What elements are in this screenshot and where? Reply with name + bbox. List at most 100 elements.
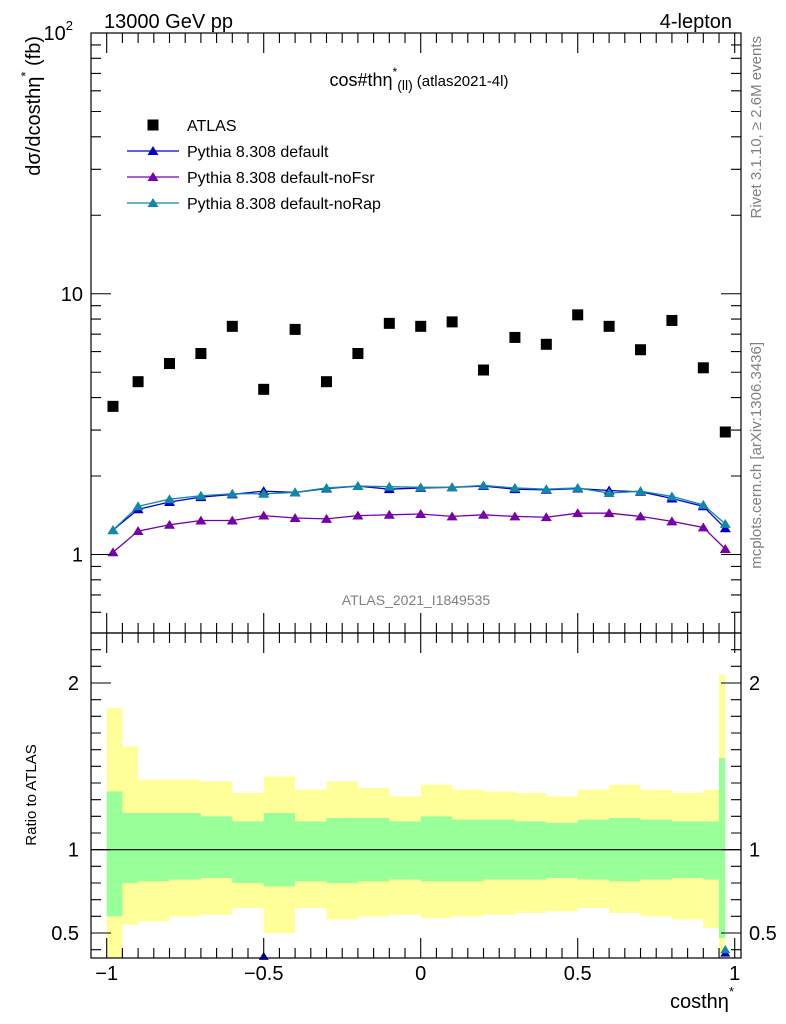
legend-item-2: Pythia 8.308 default-noFsr [127,170,375,187]
atlas-point-5 [258,383,270,395]
ylabel-tail: (fb) [23,36,45,72]
atlas-point-13 [509,331,521,343]
ratio-green-band [106,758,726,938]
title-sup: * [393,65,398,79]
ylabel-main: dσ/dcosthη [23,77,45,176]
series-3-point-20 [719,518,731,528]
legend-marker-2 [147,172,159,181]
atlas-point-2 [164,358,176,370]
series-3-point-15 [572,482,584,492]
series-2-point-12 [478,509,490,519]
series-3-point-4 [226,488,238,498]
x-axis-label: costhη* [670,984,734,1013]
xlabel-main: costhη [670,991,729,1013]
ratio-y-tick-label-right-0: 0.5 [749,923,777,945]
series-2-point-1 [132,526,144,536]
ratio-y-tick-label-left-1: 1 [68,840,79,862]
title-main: cos#thη [330,70,393,90]
ratio-ylabel: Ratio to ATLAS [23,744,40,845]
series-3-point-16 [603,488,615,498]
series-0 [107,309,731,438]
tick-labels: 1 10 102 0.5 0.5 1 1 2 2 −1 −0.5 0 0.5 1 [44,18,777,985]
series-2-point-9 [383,509,395,519]
x-tick-label-1: −0.5 [244,963,283,985]
legend: ATLAS Pythia 8.308 default Pythia 8.308 de… [127,118,381,213]
series-2-point-19 [697,522,709,532]
atlas-point-15 [572,309,584,321]
series-3-point-2 [164,494,176,504]
atlas-point-10 [415,320,427,332]
series-2-point-15 [572,508,584,518]
ticks [91,32,741,958]
atlas-point-17 [635,344,647,356]
ratio-y-tick-label-right-2: 2 [749,673,760,695]
series-2-point-16 [603,508,615,518]
series-2-point-13 [509,511,521,521]
series-3-point-10 [415,482,427,492]
atlas-point-11 [446,316,458,328]
series-2-point-14 [540,512,552,522]
main-title: cos#thη*(ll) (atlas2021-4l) [330,65,509,93]
series-2-point-6 [289,513,301,522]
series-2-point-17 [635,511,647,521]
series-3-point-13 [509,482,521,492]
series-3-point-3 [195,490,207,500]
atlas-point-4 [226,320,238,332]
atlas-point-18 [666,314,678,326]
title-sub: (ll) [397,77,413,93]
series-3-point-6 [289,487,301,497]
atlas-point-1 [132,376,144,388]
atlas-point-3 [195,348,207,360]
legend-marker-0 [147,119,159,131]
legend-item-1: Pythia 8.308 default [127,144,329,161]
legend-marker-3 [147,198,159,207]
ratio-frame [90,632,742,959]
x-tick-label-0: −1 [95,963,118,985]
series-3-point-14 [540,484,552,494]
series-2 [107,508,731,557]
series-2-point-5 [258,510,270,520]
ylabel-sup: * [18,72,33,77]
tick-marks [91,32,741,958]
main-series [107,309,731,557]
series-3-point-9 [383,481,395,491]
series-3-point-17 [635,486,647,496]
atlas-point-6 [289,323,301,335]
series-2-point-18 [666,516,678,526]
ratio-bands [106,674,726,958]
atlas-point-8 [352,348,364,360]
series-3-point-12 [478,480,490,490]
main-ylabel: dσ/dcosthη* (fb) [18,36,45,176]
watermark: ATLAS_2021_I1849535 [342,592,491,608]
ratio-marker-2 [720,945,731,954]
series-3 [107,480,731,535]
series-2-point-2 [164,519,176,529]
atlas-point-0 [107,400,119,412]
header-right: 4-lepton [660,11,732,33]
series-2-point-11 [446,511,458,521]
atlas-point-20 [719,426,731,438]
legend-label-3: Pythia 8.308 default-noRap [187,196,381,213]
series-3-point-5 [258,488,270,498]
legend-label-2: Pythia 8.308 default-noFsr [187,170,375,187]
ratio-y-tick-label-right-1: 1 [749,840,760,862]
legend-label-1: Pythia 8.308 default [187,144,329,161]
series-2-point-7 [321,513,333,523]
mcplots-label: mcplots.cern.ch [arXiv:1306.3436] [748,342,765,569]
main-y-tick-label-2: 102 [44,18,73,45]
series-2-point-3 [195,515,207,525]
series-3-point-7 [321,482,333,492]
legend-marker-1 [147,146,159,155]
main-y-tick-label-1: 10 [61,284,83,306]
series-3-point-11 [446,482,458,492]
series-3-point-0 [107,525,119,535]
atlas-point-9 [383,317,395,329]
ratio-yellow-band [106,674,726,958]
x-tick-label-4: 1 [729,963,740,985]
series-3-point-1 [132,501,144,511]
atlas-point-12 [478,364,490,376]
atlas-point-19 [697,362,709,374]
atlas-point-7 [321,376,333,388]
x-tick-label-2: 0 [415,963,426,985]
